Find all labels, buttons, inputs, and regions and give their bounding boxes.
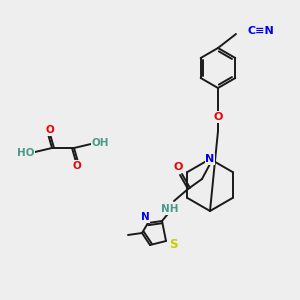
Text: N: N	[206, 154, 214, 164]
Text: HO: HO	[17, 148, 35, 158]
Text: O: O	[46, 125, 54, 135]
Text: S: S	[169, 238, 177, 251]
Text: OH: OH	[91, 138, 109, 148]
Text: O: O	[213, 112, 223, 122]
Text: N: N	[141, 212, 149, 222]
Text: O: O	[173, 162, 183, 172]
Text: NH: NH	[161, 204, 179, 214]
Text: C≡N: C≡N	[248, 26, 275, 36]
Text: O: O	[73, 161, 81, 171]
